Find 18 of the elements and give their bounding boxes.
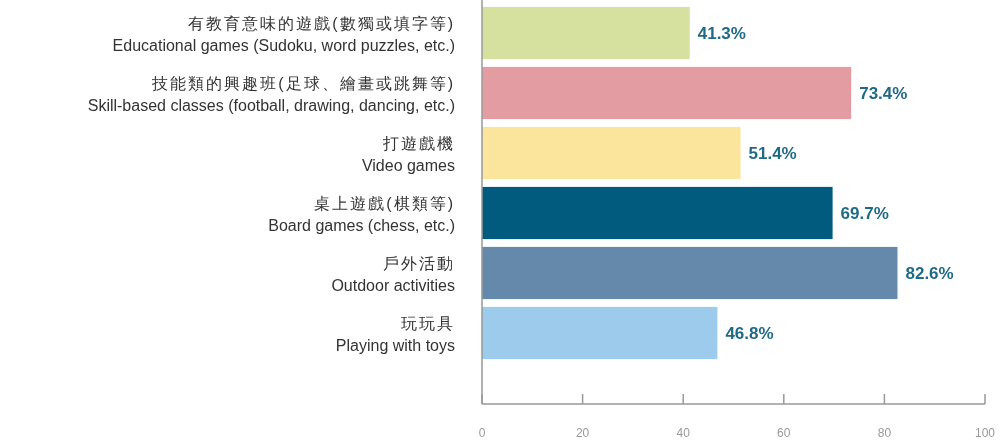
data-label: 73.4%: [859, 84, 908, 103]
data-label: 41.3%: [697, 24, 746, 43]
x-tick-label: 60: [777, 426, 791, 440]
data-label: 69.7%: [840, 204, 889, 223]
y-tick-label: 技能類的興趣班(足球、繪畫或跳舞等) Skill-based classes (football, drawing, dancing, etc.): [87, 75, 455, 114]
data-label: 46.8%: [725, 324, 774, 343]
y-tick-label: 有教育意味的遊戲(數獨或填字等) Educational games (Sudoku, word puzzles, etc.): [112, 15, 455, 54]
x-tick-label: 0: [478, 426, 486, 440]
data-label: 51.4%: [748, 144, 797, 163]
y-tick-label: 玩玩具 Playing with toys: [335, 315, 455, 354]
x-tick-label: 80: [877, 426, 892, 440]
x-tick-label: 40: [676, 426, 691, 440]
y-tick-label: 戶外活動 Outdoor activities: [331, 255, 455, 294]
y-tick-label: 打遊戲機 Video games: [361, 135, 455, 174]
x-tick-label: 20: [575, 426, 590, 440]
x-tick-label: 100: [974, 426, 996, 440]
y-tick-label: 桌上遊戲(棋類等) Board games (chess, etc.): [268, 195, 455, 234]
data-label: 82.6%: [905, 264, 954, 283]
